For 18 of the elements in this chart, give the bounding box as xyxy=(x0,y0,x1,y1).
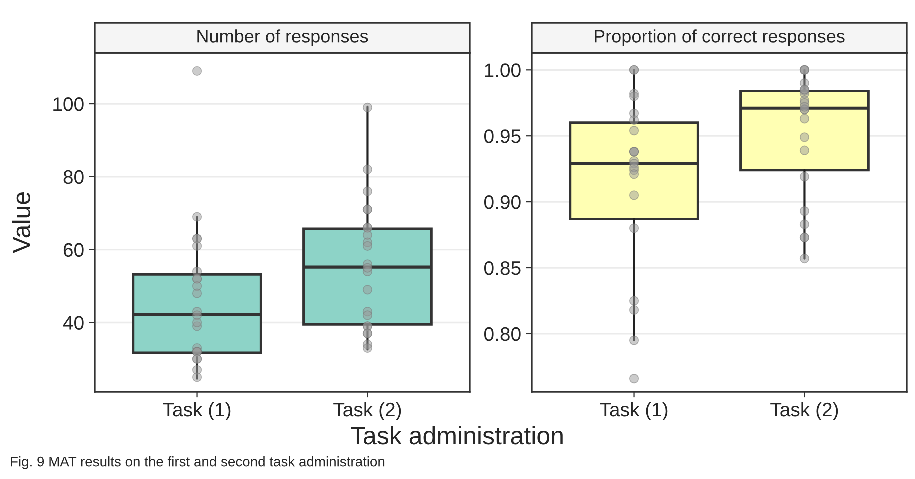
x-tick-label: Task (2) xyxy=(334,402,402,421)
y-tick-label: 0.95 xyxy=(484,130,521,144)
x-tick-label: Task (1) xyxy=(163,402,231,421)
y-tick-label: 0.90 xyxy=(484,196,521,210)
caption: Fig. 9 MAT results on the first and second task administration xyxy=(11,456,385,470)
chart-title: Number of responses xyxy=(198,30,368,46)
chart-title: Proportion of correct responses xyxy=(595,30,845,46)
y-tick-label: 100 xyxy=(54,98,84,112)
y-tick-label: 1.00 xyxy=(485,64,521,78)
y-tick-label: 40 xyxy=(63,316,84,330)
x-tick-label: Task (1) xyxy=(600,402,668,421)
x-tick-label: Task (2) xyxy=(770,402,838,421)
y-tick-label: 0.80 xyxy=(484,327,521,342)
y-tick-label: 80 xyxy=(64,170,84,184)
x-axis-title: Task administration xyxy=(351,426,563,445)
y-tick-label: 60 xyxy=(64,243,84,258)
y-axis-title: Value xyxy=(12,192,31,254)
y-tick-label: 0.85 xyxy=(484,261,521,276)
